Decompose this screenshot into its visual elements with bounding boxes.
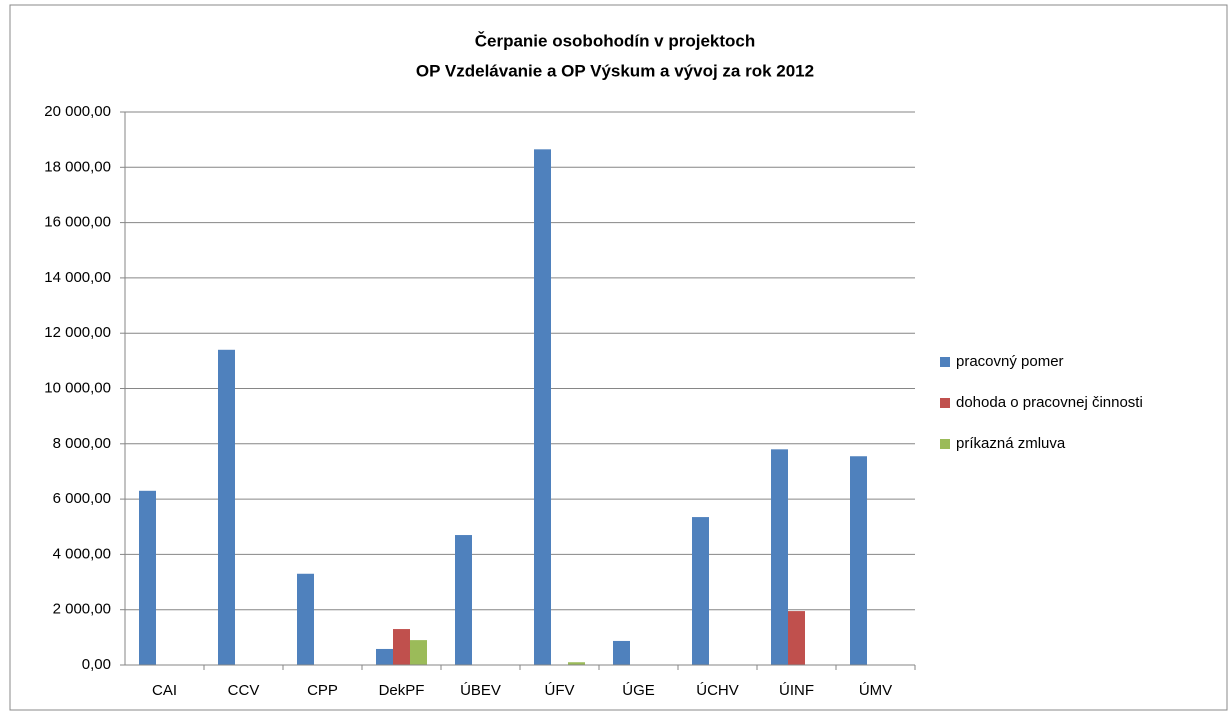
x-tick-label: ÚFV bbox=[545, 682, 575, 699]
bar bbox=[218, 349, 235, 665]
y-tick-label: 12 000,00 bbox=[44, 324, 111, 341]
bar bbox=[771, 449, 788, 665]
y-tick-label: 18 000,00 bbox=[44, 158, 111, 175]
bar bbox=[568, 662, 585, 665]
y-tick-label: 10 000,00 bbox=[44, 379, 111, 396]
y-tick-label: 14 000,00 bbox=[44, 269, 111, 286]
y-tick-label: 2 000,00 bbox=[53, 601, 111, 618]
legend-swatch bbox=[940, 357, 950, 367]
x-tick-label: ÚMV bbox=[859, 682, 892, 699]
bar bbox=[393, 629, 410, 665]
bar bbox=[534, 149, 551, 665]
chart-title: OP Vzdelávanie a OP Výskum a vývoj za ro… bbox=[416, 61, 814, 80]
bar bbox=[613, 640, 630, 665]
bar bbox=[788, 611, 805, 665]
y-tick-label: 16 000,00 bbox=[44, 214, 111, 231]
bar bbox=[410, 640, 427, 665]
legend-swatch bbox=[940, 439, 950, 449]
chart-border bbox=[9, 4, 1228, 711]
y-tick-label: 20 000,00 bbox=[44, 103, 111, 120]
bar bbox=[850, 456, 867, 665]
bar bbox=[455, 535, 472, 665]
x-tick-label: ÚGE bbox=[622, 682, 655, 699]
x-tick-label: ÚCHV bbox=[696, 682, 739, 699]
y-tick-label: 4 000,00 bbox=[53, 545, 111, 562]
bar bbox=[297, 573, 314, 665]
legend-label: príkazná zmluva bbox=[956, 435, 1066, 452]
x-tick-label: ÚBEV bbox=[460, 682, 501, 699]
x-tick-label: ÚINF bbox=[779, 682, 814, 699]
x-tick-label: DekPF bbox=[379, 682, 425, 699]
x-tick-label: CPP bbox=[307, 682, 338, 699]
legend-label: dohoda o pracovnej činnosti bbox=[956, 394, 1143, 411]
y-tick-label: 8 000,00 bbox=[53, 435, 111, 452]
x-tick-label: CAI bbox=[152, 682, 177, 699]
chart-title: Čerpanie osobohodín v projektoch bbox=[475, 31, 756, 50]
bar bbox=[376, 648, 393, 665]
y-tick-label: 0,00 bbox=[82, 656, 111, 673]
legend-swatch bbox=[940, 398, 950, 408]
y-tick-label: 6 000,00 bbox=[53, 490, 111, 507]
x-tick-label: CCV bbox=[228, 682, 260, 699]
legend-label: pracovný pomer bbox=[956, 353, 1064, 370]
bar bbox=[139, 490, 156, 665]
bar bbox=[692, 517, 709, 665]
